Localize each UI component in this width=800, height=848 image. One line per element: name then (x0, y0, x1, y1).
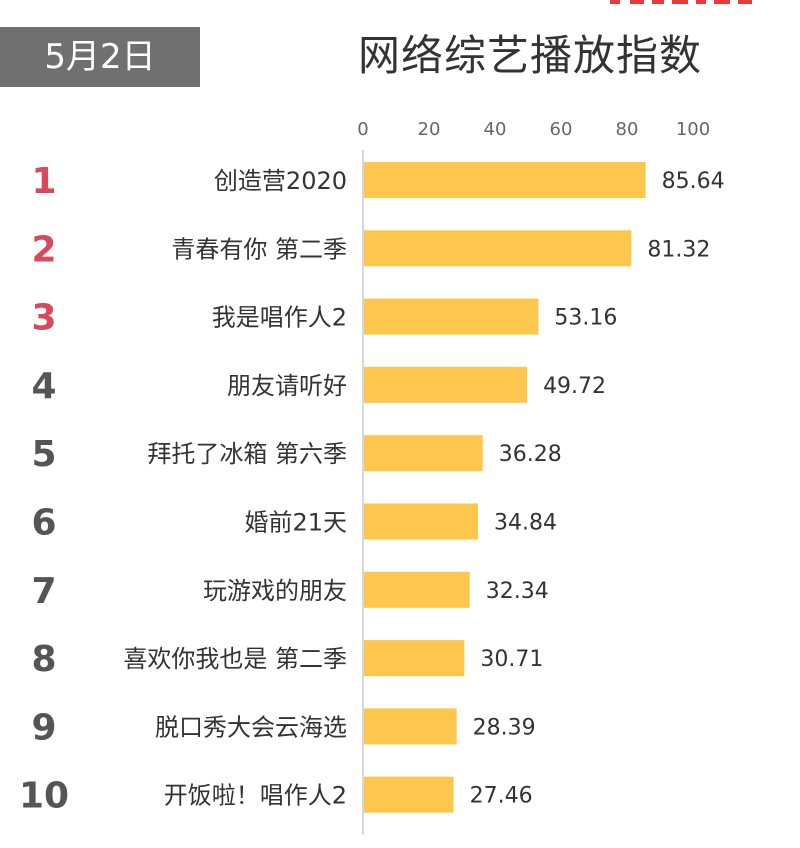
category-label: 拜托了冰箱 第六季 (147, 440, 347, 468)
x-tick-label: 40 (484, 119, 507, 140)
x-tick-label: 20 (418, 119, 441, 140)
rank-number: 6 (31, 503, 56, 544)
category-label: 喜欢你我也是 第二季 (123, 645, 347, 673)
category-label: 玩游戏的朋友 (203, 577, 347, 605)
value-label: 36.28 (499, 442, 562, 467)
rank-number: 10 (19, 776, 69, 817)
x-tick-label: 80 (616, 119, 639, 140)
category-label: 开饭啦！唱作人2 (164, 782, 347, 810)
bar (364, 162, 646, 198)
rank-number: 3 (31, 298, 56, 339)
bar (364, 435, 483, 472)
value-label: 85.64 (662, 169, 725, 194)
bar (364, 776, 454, 813)
corner-logo-mark (610, 0, 752, 4)
bar (364, 230, 632, 267)
rank-number: 7 (31, 571, 56, 612)
value-label: 32.34 (486, 579, 549, 604)
rank-number: 2 (31, 229, 56, 270)
value-label: 30.71 (480, 647, 543, 672)
category-label: 创造营2020 (214, 167, 347, 195)
rank-number: 1 (31, 161, 56, 202)
value-label: 27.46 (470, 784, 533, 809)
category-label: 青春有你 第二季 (171, 235, 347, 263)
category-label: 脱口秀大会云海选 (155, 713, 347, 741)
bar (364, 640, 465, 677)
value-label: 28.39 (473, 715, 536, 740)
bar (364, 708, 457, 745)
bar (364, 571, 470, 608)
date-badge: 5月2日 (0, 27, 200, 87)
chart-title: 网络综艺播放指数 (357, 31, 702, 80)
value-label: 81.32 (647, 237, 710, 262)
category-label: 婚前21天 (244, 509, 347, 537)
rank-number: 9 (31, 707, 56, 748)
category-label: 朋友请听好 (227, 372, 347, 400)
bar (364, 298, 539, 335)
value-label: 49.72 (543, 374, 606, 399)
category-label: 我是唱作人2 (212, 304, 347, 332)
value-label: 53.16 (554, 306, 617, 331)
value-label: 34.84 (494, 511, 557, 536)
bar (364, 366, 528, 403)
x-tick-label: 60 (550, 119, 573, 140)
rank-number: 8 (31, 639, 56, 680)
x-tick-label: 0 (357, 119, 368, 140)
rank-number: 5 (31, 434, 56, 475)
bar (364, 503, 478, 540)
x-tick-label: 100 (676, 119, 710, 140)
rank-number: 4 (31, 366, 56, 407)
